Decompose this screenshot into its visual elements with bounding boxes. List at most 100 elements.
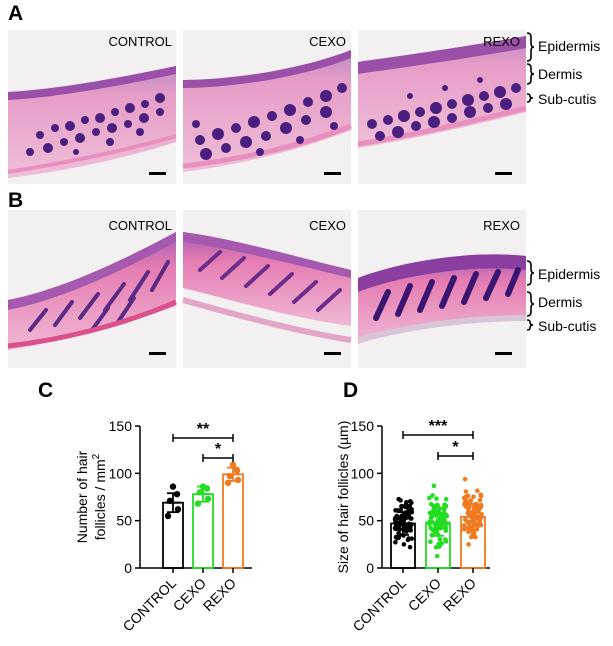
- x-tick-label: CEXO: [170, 575, 209, 614]
- y-tick-label: 150: [109, 418, 133, 434]
- data-point: [406, 506, 411, 512]
- data-point: [478, 492, 484, 497]
- data-point: [443, 496, 449, 502]
- data-point: [477, 517, 482, 523]
- data-point: [404, 500, 409, 505]
- image-a-cexo-label: CEXO: [309, 34, 346, 49]
- data-point: [409, 522, 414, 527]
- data-point: [439, 541, 444, 547]
- panel-a-label-dermis: Dermis: [538, 66, 582, 82]
- image-a-control: CONTROL: [7, 30, 177, 184]
- data-point: [478, 522, 484, 528]
- data-point: [477, 497, 483, 503]
- data-point: [473, 534, 478, 540]
- image-a-control-label: CONTROL: [108, 34, 172, 49]
- data-point: [442, 537, 448, 542]
- image-b-control: CONTROL: [7, 210, 177, 368]
- data-point: [173, 490, 181, 498]
- y-axis-label: Number of hair follicles / mm2: [74, 450, 108, 543]
- x-tick-label: REXO: [200, 575, 239, 614]
- data-point: [174, 506, 182, 513]
- data-point: [409, 500, 414, 506]
- data-point: [437, 537, 443, 542]
- data-point: [463, 517, 468, 523]
- y-tick-label: 0: [366, 560, 374, 576]
- panel-a-label-epidermis: Epidermis: [538, 38, 600, 54]
- x-tick-label: CEXO: [405, 575, 444, 614]
- data-point: [435, 502, 440, 508]
- data-point: [233, 467, 241, 474]
- data-point: [461, 523, 467, 528]
- significance-label: **: [197, 421, 210, 438]
- data-point: [398, 498, 403, 503]
- data-point: [434, 496, 439, 501]
- data-point: [431, 483, 437, 489]
- image-a-rexo: REXO: [357, 30, 527, 184]
- data-point: [466, 542, 471, 547]
- data-point: [393, 539, 398, 545]
- data-point: [169, 483, 177, 490]
- histology-panels: CONTROL CEXO: [7, 30, 600, 368]
- panel-a-layer-brackets: [526, 32, 535, 103]
- significance-label: *: [215, 441, 222, 458]
- y-tick-label: 50: [116, 513, 132, 529]
- y-axis-label-line1: Number of hair: [74, 450, 90, 543]
- data-point: [392, 525, 398, 531]
- significance-label: *: [452, 439, 459, 456]
- data-point: [478, 504, 484, 510]
- data-point: [430, 493, 435, 498]
- data-point: [229, 461, 237, 469]
- panel-a-label-subcutis: Sub-cutis: [538, 91, 596, 107]
- data-point: [409, 516, 414, 521]
- image-b-rexo-label: REXO: [483, 218, 520, 233]
- data-point: [475, 488, 480, 494]
- data-point: [479, 511, 484, 517]
- data-point: [406, 513, 411, 518]
- data-point: [471, 494, 476, 500]
- panel-d-letter: D: [343, 379, 359, 402]
- image-b-cexo: CEXO: [182, 210, 352, 368]
- data-point: [443, 528, 449, 533]
- y-axis-label-line2: follicles / mm2: [91, 453, 108, 540]
- y-axis-label: Size of hair follicles (µm): [335, 421, 351, 574]
- significance-label: ***: [429, 418, 448, 435]
- y-axis-label-line2-text: follicles / mm: [92, 459, 108, 540]
- data-point: [204, 495, 212, 503]
- data-point: [464, 494, 470, 499]
- data-point: [407, 544, 413, 550]
- data-point: [401, 542, 407, 547]
- panel-c-letter: C: [38, 379, 54, 402]
- y-tick-label: 0: [124, 560, 132, 576]
- data-point: [430, 527, 436, 533]
- data-point: [466, 509, 471, 514]
- x-tick-label: CONTROL: [349, 575, 409, 635]
- data-point: [475, 508, 481, 513]
- data-point: [407, 525, 413, 531]
- y-tick-label: 50: [358, 513, 374, 529]
- data-point: [442, 517, 447, 523]
- data-point: [428, 539, 433, 545]
- data-point: [439, 525, 445, 530]
- image-a-rexo-label: REXO: [483, 34, 520, 49]
- bar-rexo: [222, 473, 244, 569]
- data-point: [426, 495, 432, 501]
- data-point: [393, 534, 399, 540]
- data-point: [434, 553, 440, 559]
- panel-b-label-epidermis: Epidermis: [538, 266, 600, 282]
- data-point: [405, 537, 411, 543]
- panel-b-letter: B: [8, 189, 24, 212]
- data-point: [234, 476, 242, 484]
- image-a-cexo: CEXO: [182, 30, 352, 184]
- y-axis-label-text: Size of hair follicles (µm): [335, 421, 351, 574]
- data-point: [462, 476, 468, 482]
- data-point: [463, 489, 469, 494]
- y-tick-label: 100: [351, 465, 375, 481]
- data-point: [427, 510, 433, 516]
- panel-b-label-subcutis: Sub-cutis: [538, 318, 596, 334]
- image-b-rexo: REXO: [357, 210, 527, 368]
- y-tick-label: 150: [351, 418, 375, 434]
- data-point: [468, 498, 474, 503]
- data-point: [164, 512, 172, 520]
